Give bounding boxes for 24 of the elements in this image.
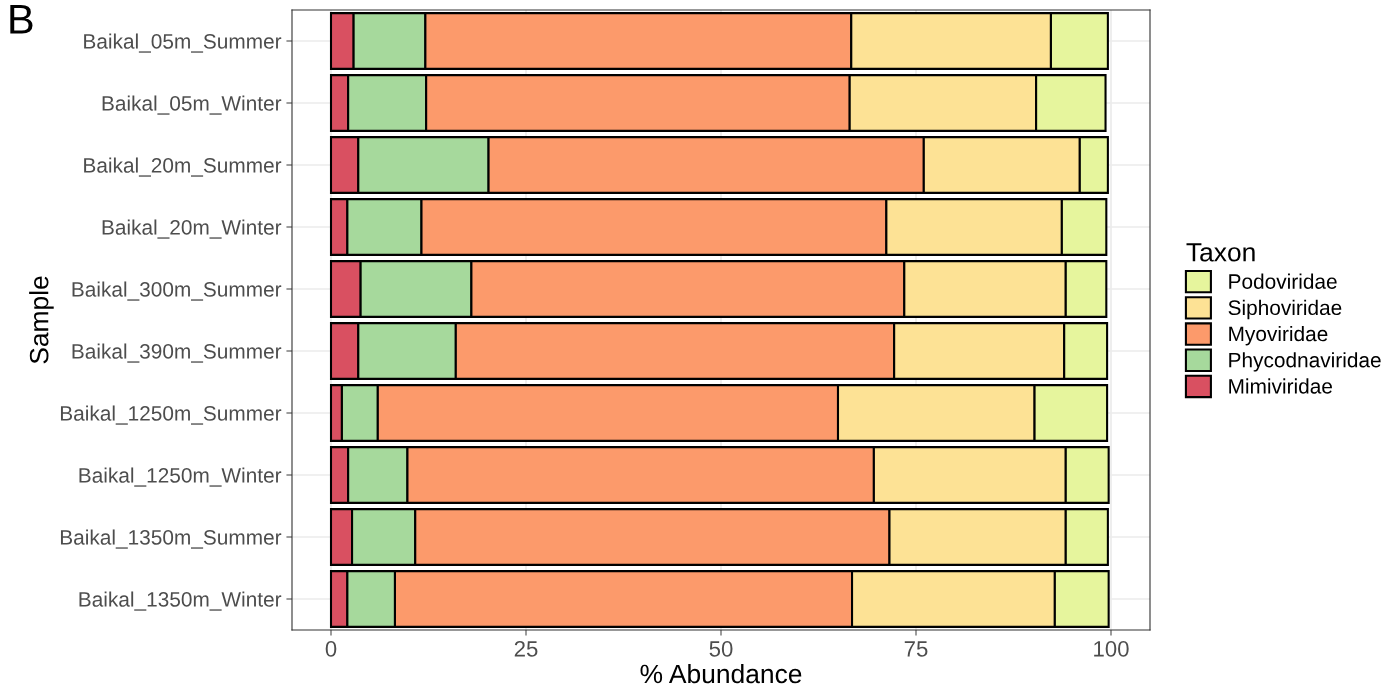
legend-label: Podoviridae — [1229, 273, 1337, 289]
legend-label: Mimiviridae — [1229, 378, 1332, 394]
x-tick-label: 75 — [904, 641, 928, 657]
x-axis-title: % Abundance — [640, 663, 802, 684]
x-tick-label: 50 — [709, 641, 733, 657]
y-tick-label: Baikal_20m_Summer — [84, 157, 282, 177]
legend-label: Phycodnaviridae — [1229, 352, 1381, 372]
legend-label: Siphoviridae — [1228, 299, 1342, 320]
y-tick-label: Baikal_300m_Summer — [72, 281, 282, 301]
x-tick-label: 25 — [514, 641, 538, 657]
y-tick-label: Baikal_05m_Winter — [102, 95, 282, 115]
y-tick-label: Baikal_20m_Winter — [102, 219, 282, 239]
y-tick-label: Baikal_390m_Summer — [72, 343, 282, 363]
y-axis-title: Sample — [29, 276, 54, 364]
y-tick-label: Baikal_1350m_Summer — [60, 529, 282, 549]
y-tick-label: Baikal_05m_Summer — [84, 33, 282, 53]
legend-title: Taxon — [1186, 243, 1255, 262]
y-tick-label: Baikal_1250m_Summer — [60, 405, 282, 425]
x-tick-label: 100 — [1094, 641, 1129, 657]
text: B — [10, 4, 33, 34]
x-tick-label: 0 — [325, 641, 337, 657]
y-tick-label: Baikal_1350m_Winter — [79, 591, 282, 611]
y-tick-label: Baikal_1250m_Winter — [79, 467, 282, 487]
legend-label: Myoviridae — [1229, 325, 1328, 346]
